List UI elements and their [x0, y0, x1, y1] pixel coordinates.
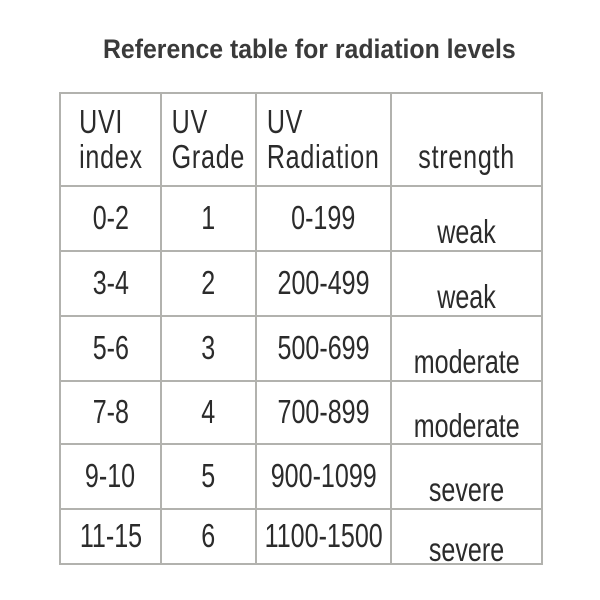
cell-radiation-text: 700-899	[277, 393, 370, 431]
cell-grade: 4	[162, 382, 255, 443]
cell-radiation: 200-499	[257, 252, 390, 315]
cell-strength-text: severe	[428, 471, 505, 509]
cell-strength: severe	[392, 510, 541, 567]
cell-strength-text: moderate	[413, 407, 520, 445]
header-cell-uv-grade: UV Grade	[162, 94, 255, 185]
cell-grade: 3	[162, 317, 255, 380]
cell-uvi: 3-4	[61, 252, 160, 315]
cell-radiation: 700-899	[257, 382, 390, 443]
header-cell-strength: strength	[392, 94, 541, 185]
cell-grade-text: 1	[201, 199, 216, 237]
cell-uvi: 11-15	[61, 510, 160, 563]
cell-radiation: 900-1099	[257, 445, 390, 508]
cell-uvi-text: 5-6	[92, 329, 129, 367]
cell-radiation: 1100-1500	[257, 510, 390, 563]
cell-grade-text: 4	[201, 393, 216, 431]
cell-grade-text: 6	[201, 517, 216, 555]
cell-uvi-text: 7-8	[92, 393, 129, 431]
cell-strength: moderate	[392, 382, 541, 443]
cell-radiation-text: 0-199	[291, 199, 356, 237]
cell-radiation-text: 200-499	[277, 264, 370, 302]
cell-grade-text: 2	[201, 264, 216, 302]
page-title-text: Reference table for radiation levels	[102, 34, 516, 64]
cell-uvi-text: 9-10	[85, 457, 136, 495]
cell-radiation-text: 500-699	[277, 329, 370, 367]
header-label-uv-grade: UV Grade	[171, 103, 246, 175]
cell-strength-text: weak	[437, 278, 496, 316]
reference-table: UVI index UV Grade UV Radiation strength…	[59, 92, 543, 567]
cell-uvi: 5-6	[61, 317, 160, 380]
cell-uvi-text: 3-4	[92, 264, 129, 302]
header-label-uv-radiation: UV Radiation	[267, 103, 380, 175]
cell-uvi: 7-8	[61, 382, 160, 443]
cell-strength-text: severe	[428, 531, 505, 569]
cell-strength: severe	[392, 445, 541, 508]
cell-uvi: 0-2	[61, 187, 160, 250]
cell-strength: weak	[392, 187, 541, 250]
cell-strength: moderate	[392, 317, 541, 380]
cell-grade-text: 5	[201, 457, 216, 495]
cell-strength-text: moderate	[413, 343, 520, 381]
cell-radiation-text: 900-1099	[270, 457, 377, 495]
cell-grade: 1	[162, 187, 255, 250]
cell-grade: 5	[162, 445, 255, 508]
cell-uvi: 9-10	[61, 445, 160, 508]
cell-grade-text: 3	[201, 329, 216, 367]
cell-radiation: 0-199	[257, 187, 390, 250]
cell-uvi-text: 0-2	[92, 199, 129, 237]
page-title: Reference table for radiation levels	[0, 33, 600, 65]
header-cell-uvi-index: UVI index	[61, 94, 160, 185]
header-cell-uv-radiation: UV Radiation	[257, 94, 390, 185]
cell-strength-text: weak	[437, 213, 496, 251]
cell-radiation-text: 1100-1500	[264, 517, 383, 555]
header-label-uvi-index: UVI index	[78, 103, 143, 175]
cell-strength: weak	[392, 252, 541, 315]
header-label-strength: strength	[418, 138, 515, 176]
cell-radiation: 500-699	[257, 317, 390, 380]
cell-uvi-text: 11-15	[79, 517, 142, 555]
cell-grade: 2	[162, 252, 255, 315]
cell-grade: 6	[162, 510, 255, 563]
